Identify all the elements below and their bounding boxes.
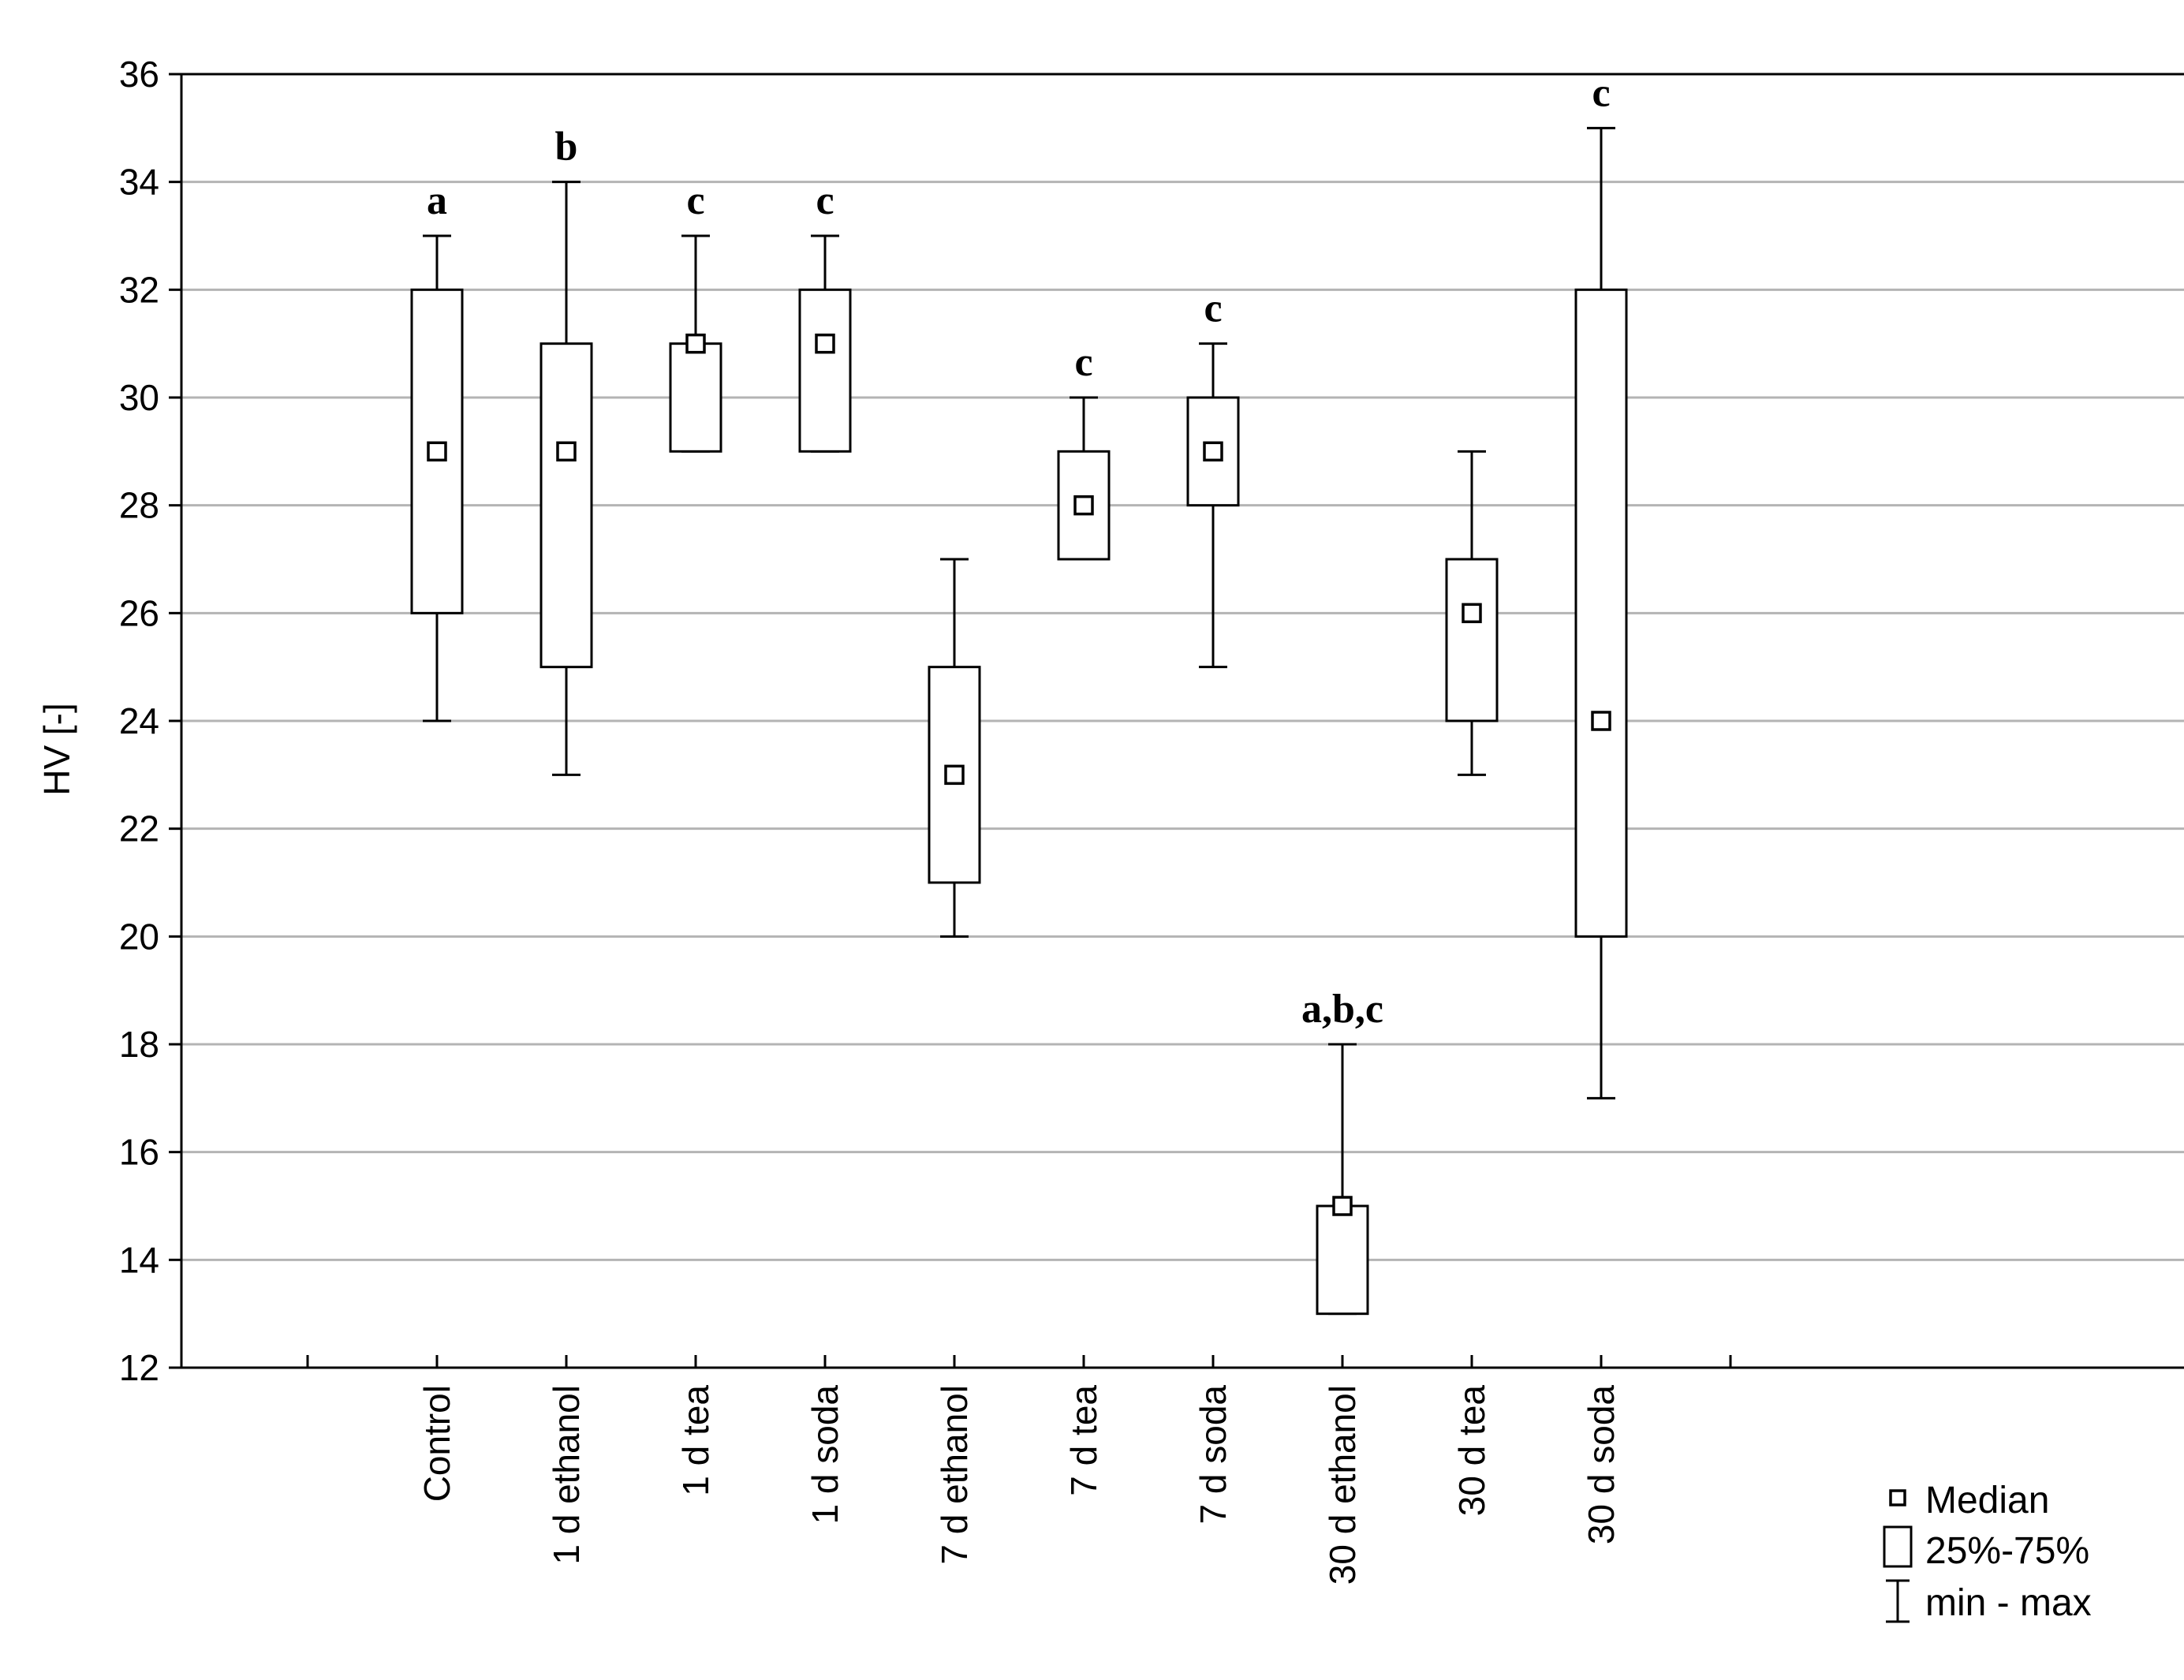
x-tick-label: 7 d tea: [1063, 1385, 1104, 1496]
x-tick-label: 7 d ethanol: [934, 1385, 975, 1565]
x-tick-label: Control: [416, 1385, 457, 1502]
box-group: [539, 181, 593, 776]
box-group: [1057, 396, 1111, 561]
x-tick-label: 30 d tea: [1451, 1385, 1492, 1517]
y-tick-label: 36: [119, 54, 159, 95]
box-group: [669, 234, 722, 453]
legend-box-marker: [1883, 1525, 1913, 1568]
x-tick-label: 30 d soda: [1581, 1385, 1622, 1544]
median-marker: [815, 333, 835, 354]
iqr-box: [539, 342, 593, 669]
y-axis: 12 14 16 18 20 22 24 26 28 30 32 34 36: [119, 54, 181, 1388]
boxes-group: [410, 126, 1628, 1316]
legend-label: 25%-75%: [1925, 1530, 2089, 1572]
legend: Median 25%-75% min - max: [1883, 1480, 2092, 1624]
box-group: [798, 234, 852, 453]
y-tick-label: 22: [119, 808, 159, 849]
box-group: [1445, 450, 1499, 776]
box-group: [1186, 342, 1240, 669]
legend-label: Median: [1925, 1480, 2049, 1521]
y-tick-label: 20: [119, 916, 159, 957]
significance-letter: c: [1204, 286, 1222, 331]
median-marker: [1203, 441, 1223, 462]
x-tick-label: 1 d soda: [805, 1385, 846, 1525]
y-tick-label: 28: [119, 485, 159, 526]
median-marker: [1591, 711, 1611, 731]
y-tick-label: 34: [119, 162, 159, 203]
legend-label: min - max: [1925, 1582, 2092, 1624]
y-tick-label: 14: [119, 1239, 159, 1280]
x-tick-label: 30 d ethanol: [1322, 1385, 1363, 1585]
legend-item-box: 25%-75%: [1883, 1525, 2089, 1572]
median-marker: [1073, 495, 1094, 516]
iqr-box: [669, 342, 722, 453]
iqr-box: [1574, 288, 1628, 938]
legend-item-median: Median: [1889, 1480, 2049, 1521]
x-tick-label: 1 d tea: [675, 1385, 716, 1496]
y-tick-label: 12: [119, 1347, 159, 1388]
iqr-box: [1445, 558, 1499, 722]
median-marker: [1462, 603, 1482, 624]
legend-item-whisker: min - max: [1886, 1579, 2092, 1624]
gridlines: [181, 181, 2184, 1261]
y-tick-label: 16: [119, 1132, 159, 1173]
significance-letter: c: [1074, 340, 1092, 385]
median-marker: [556, 441, 577, 462]
box-group: [1316, 1043, 1369, 1316]
median-marker: [427, 441, 447, 462]
y-tick-label: 18: [119, 1024, 159, 1065]
x-axis: Control 1 d ethanol 1 d tea 1 d soda 7 d eth…: [306, 1355, 1732, 1585]
x-tick-label: 1 d ethanol: [546, 1385, 587, 1565]
significance-letter: c: [1592, 70, 1610, 115]
median-marker: [685, 333, 706, 354]
box-group: [928, 558, 981, 938]
iqr-box: [798, 288, 852, 453]
median-marker: [1332, 1196, 1353, 1216]
significance-letters: a b c c c c a,b,c c: [427, 70, 1611, 1032]
y-tick-label: 32: [119, 269, 159, 310]
y-tick-label: 24: [119, 700, 159, 741]
significance-letter: b: [555, 125, 578, 170]
box-group: [1574, 126, 1628, 1099]
y-tick-label: 30: [119, 377, 159, 418]
significance-letter: c: [816, 178, 834, 223]
significance-letter: c: [686, 178, 704, 223]
legend-median-marker: [1889, 1489, 1906, 1506]
y-tick-label: 26: [119, 592, 159, 633]
iqr-box: [1316, 1204, 1369, 1316]
box-group: [410, 234, 464, 722]
y-axis-label: HV [-]: [36, 703, 77, 796]
x-tick-label: 7 d soda: [1193, 1385, 1234, 1525]
significance-letter: a,b,c: [1301, 987, 1383, 1032]
significance-letter: a: [427, 178, 447, 223]
median-marker: [944, 764, 965, 786]
